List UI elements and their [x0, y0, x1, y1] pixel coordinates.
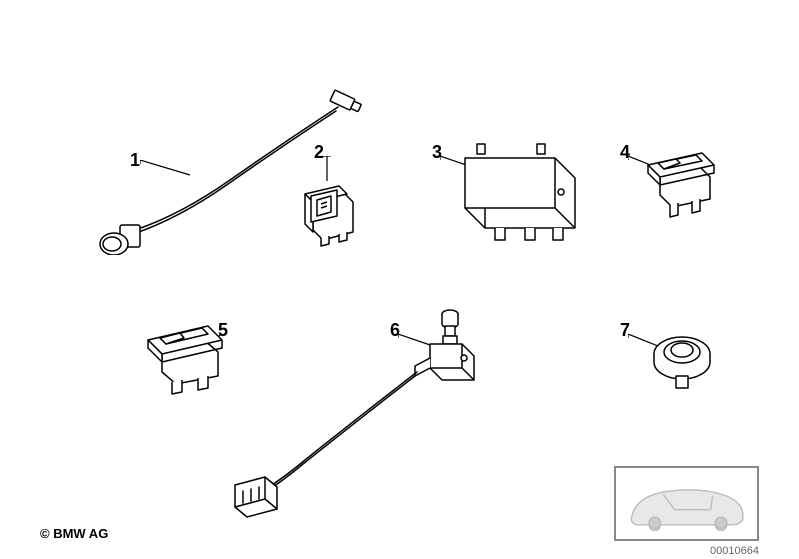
copyright-text: © BMW AG	[40, 526, 108, 541]
part-6-plunger-cable	[225, 300, 525, 520]
diagram-canvas: 1 2	[0, 0, 799, 559]
part-2-pushbutton	[295, 180, 365, 255]
reference-thumbnail	[614, 466, 759, 541]
part-5-rocker-switch	[140, 318, 235, 403]
part-7-round-button	[648, 332, 718, 397]
part-4-rocker-switch	[640, 145, 725, 225]
reference-id: 00010664	[710, 545, 759, 557]
part-3-relay	[445, 140, 585, 250]
